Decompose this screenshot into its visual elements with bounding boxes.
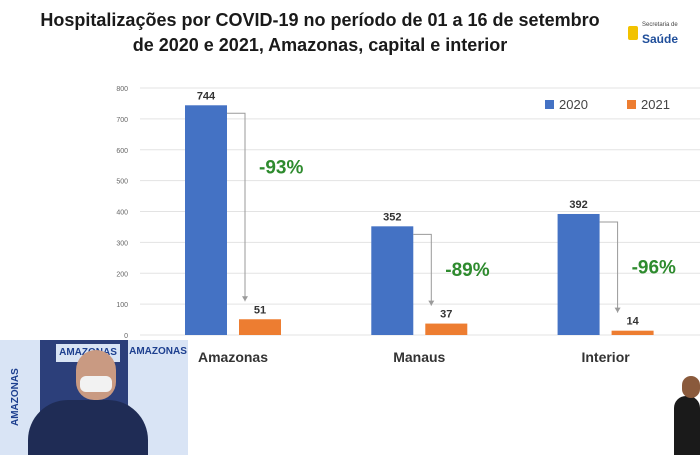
- change-arrow-line: [227, 112, 246, 302]
- bar-2020: [371, 226, 414, 335]
- change-arrow-head: [242, 296, 248, 302]
- legend-swatch-2020: [545, 100, 554, 109]
- legend-swatch-2021: [627, 100, 636, 109]
- interpreter-body: [674, 396, 700, 455]
- change-percent-label: -89%: [445, 260, 489, 281]
- y-tick-label: 600: [116, 148, 128, 155]
- bar-2020: [185, 105, 227, 335]
- bar-2021: [611, 330, 654, 335]
- logo-big-text: Saúde: [642, 32, 679, 46]
- change-arrow-head: [428, 300, 435, 306]
- chart-title: Hospitalizações por COVID-19 no período …: [0, 8, 640, 58]
- x-category-label: Interior: [581, 349, 630, 365]
- chart-title-line1: Hospitalizações por COVID-19 no período …: [40, 10, 600, 30]
- y-tick-label: 700: [116, 117, 128, 124]
- y-tick-label: 800: [116, 86, 128, 93]
- y-tick-label: 300: [116, 240, 128, 247]
- chart-title-line2: de 2020 e 2021, Amazonas, capital e inte…: [132, 35, 508, 55]
- data-label: 744: [197, 90, 216, 102]
- y-tick-label: 0: [124, 333, 128, 340]
- change-percent-label: -93%: [259, 157, 303, 178]
- speaker-mask: [80, 376, 112, 392]
- x-category-label: Amazonas: [198, 349, 268, 365]
- video-banner-right-text: AMAZONAS: [129, 346, 187, 357]
- change-arrow-line: [413, 233, 432, 306]
- data-label: 51: [254, 304, 266, 316]
- video-banner-left-text: AMAZONAS: [10, 368, 21, 426]
- interpreter-head: [682, 376, 700, 398]
- change-arrow-line: [599, 221, 619, 313]
- x-category-label: Manaus: [393, 349, 445, 365]
- data-label: 14: [626, 316, 639, 328]
- change-percent-label: -96%: [632, 257, 676, 278]
- sign-language-interpreter: [672, 376, 700, 455]
- bar-2021: [425, 323, 468, 335]
- speaker-body: [28, 400, 148, 455]
- data-label: 392: [569, 199, 587, 211]
- legend-label: 2021: [641, 97, 670, 112]
- health-secretariat-logo: Secretaria de Saúde: [622, 20, 692, 46]
- logo-mark-icon: [628, 26, 638, 40]
- change-arrow-head: [614, 307, 621, 313]
- y-tick-label: 100: [116, 302, 128, 309]
- bar-2021: [239, 319, 281, 335]
- legend-label: 2020: [559, 97, 588, 112]
- logo-small-text: Secretaria de: [642, 22, 678, 28]
- y-tick-label: 400: [116, 210, 128, 217]
- speaker-video-inset: AMAZONAS AMAZONAS AMAZONAS: [0, 340, 188, 455]
- data-label: 37: [440, 309, 452, 321]
- speaker-head: [76, 350, 116, 400]
- y-tick-label: 200: [116, 271, 128, 278]
- bar-2020: [557, 213, 600, 335]
- data-label: 352: [383, 211, 401, 223]
- y-tick-label: 500: [116, 179, 128, 186]
